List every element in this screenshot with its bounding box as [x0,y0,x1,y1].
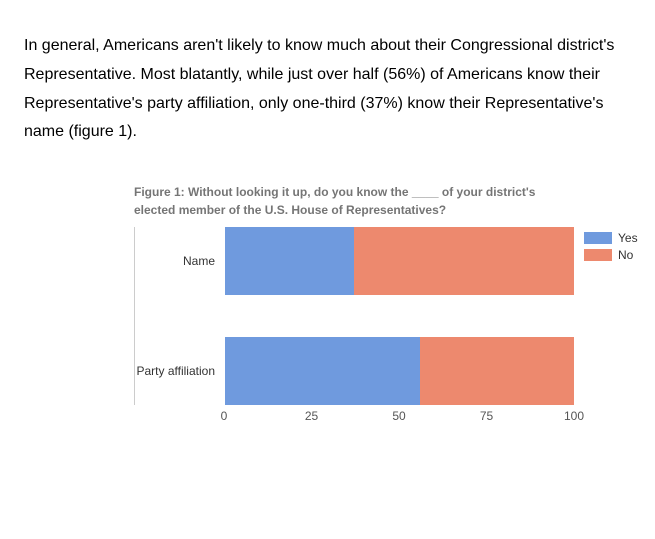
intro-paragraph: In general, Americans aren't likely to k… [24,32,631,147]
x-axis: 0255075100 [134,409,574,429]
legend-swatch [584,249,612,261]
bar-track [225,337,574,405]
bar-row: Name [135,227,574,295]
x-tick: 50 [392,409,405,423]
category-label: Name [135,254,225,268]
bar-segment [354,227,574,295]
legend-swatch [584,232,612,244]
legend-item: Yes [584,231,654,245]
legend-label: No [618,248,633,262]
chart-title: Figure 1: Without looking it up, do you … [134,183,654,219]
chart-container: Figure 1: Without looking it up, do you … [134,183,654,429]
legend-item: No [584,248,654,262]
bar-track [225,227,574,295]
x-tick: 25 [305,409,318,423]
chart-plot: Name Party affiliation [134,227,574,405]
chart-legend: Yes No [574,227,654,429]
x-tick: 75 [480,409,493,423]
bar-row: Party affiliation [135,337,574,405]
bar-segment [225,227,354,295]
bar-segment [420,337,574,405]
legend-label: Yes [618,231,638,245]
bar-segment [225,337,420,405]
x-tick: 100 [564,409,584,423]
x-tick: 0 [221,409,228,423]
category-label: Party affiliation [135,364,225,378]
